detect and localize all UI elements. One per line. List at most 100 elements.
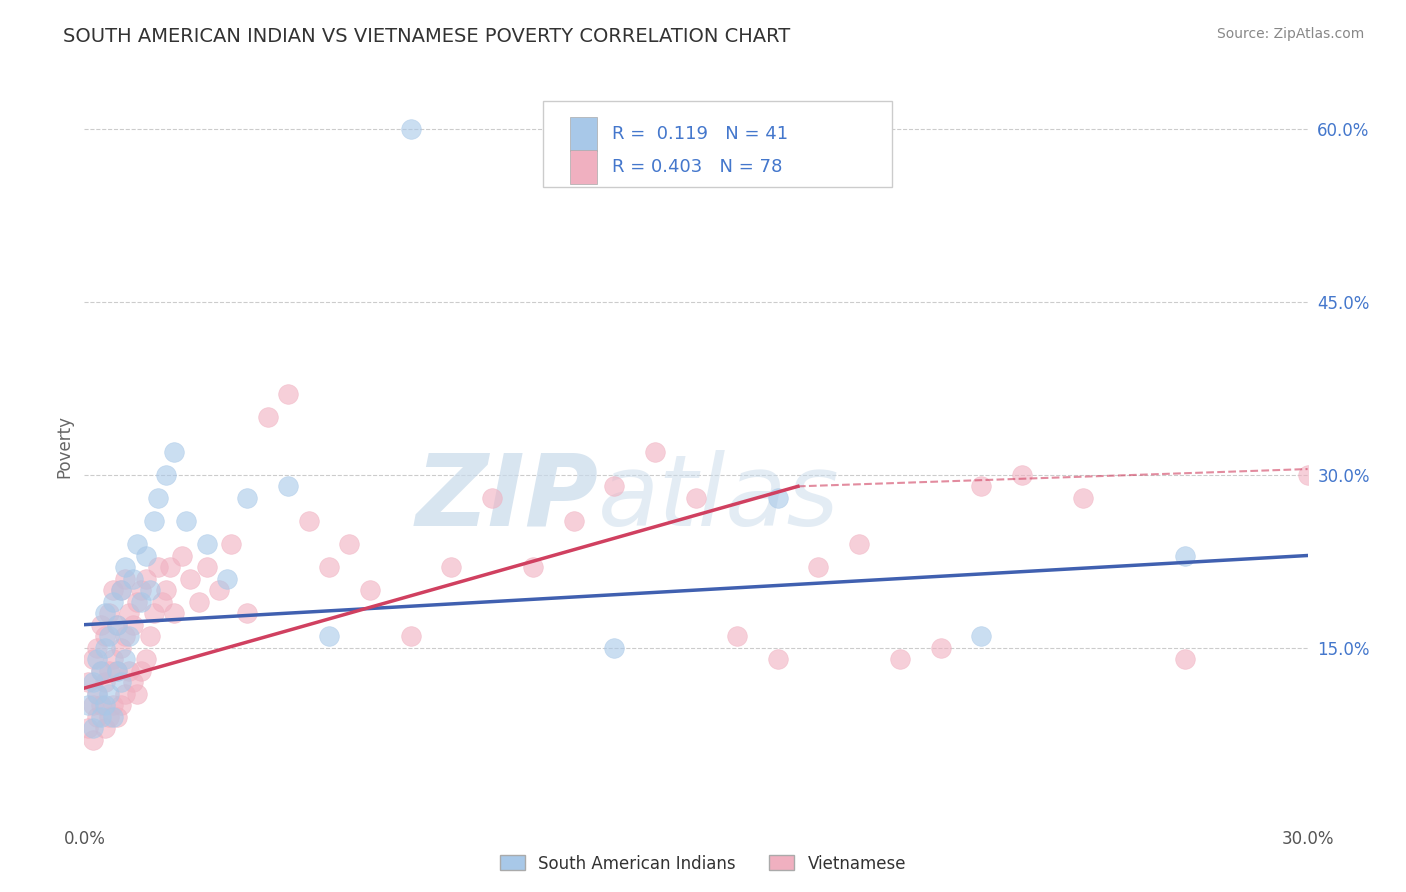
Point — [101, 698, 124, 713]
Text: ZIP: ZIP — [415, 450, 598, 547]
FancyBboxPatch shape — [569, 117, 598, 151]
Point — [195, 537, 218, 551]
Point — [172, 549, 194, 563]
Point — [90, 664, 112, 678]
Point — [86, 652, 108, 666]
Point — [97, 629, 120, 643]
Point — [1174, 652, 1197, 666]
Point — [101, 594, 124, 608]
Point — [603, 479, 626, 493]
Point — [146, 491, 169, 505]
Point — [105, 664, 128, 678]
Point — [118, 629, 141, 643]
Text: atlas: atlas — [598, 450, 839, 547]
Point — [93, 640, 115, 655]
Point — [929, 640, 952, 655]
Point — [440, 560, 463, 574]
Point — [97, 687, 120, 701]
Y-axis label: Poverty: Poverty — [55, 415, 73, 477]
Point — [146, 560, 169, 574]
Point — [179, 572, 201, 586]
Point — [522, 560, 544, 574]
Point — [90, 617, 112, 632]
Point — [93, 698, 115, 713]
Point — [118, 664, 141, 678]
Point — [110, 675, 132, 690]
Point — [1174, 549, 1197, 563]
Point — [77, 722, 100, 736]
Point — [766, 652, 789, 666]
Point — [86, 640, 108, 655]
Point — [725, 629, 748, 643]
Point — [131, 594, 153, 608]
Point — [1296, 467, 1319, 482]
Point — [93, 675, 115, 690]
Point — [90, 664, 112, 678]
Point — [138, 629, 160, 643]
Point — [131, 664, 153, 678]
Point — [970, 629, 993, 643]
Point — [277, 387, 299, 401]
Point — [277, 479, 299, 493]
Point — [90, 710, 112, 724]
Point — [97, 606, 120, 620]
Point — [174, 514, 197, 528]
Point — [217, 572, 239, 586]
Point — [86, 710, 108, 724]
Point — [163, 606, 186, 620]
Point — [82, 675, 104, 690]
Point — [219, 537, 242, 551]
Point — [481, 491, 503, 505]
Point — [889, 652, 911, 666]
Point — [339, 537, 361, 551]
Point — [208, 583, 231, 598]
Point — [105, 710, 128, 724]
Point — [359, 583, 381, 598]
Text: R =  0.119   N = 41: R = 0.119 N = 41 — [612, 125, 787, 143]
Point — [86, 687, 108, 701]
Point — [644, 444, 666, 458]
Point — [114, 572, 136, 586]
Point — [122, 675, 145, 690]
Point — [298, 514, 321, 528]
Point — [127, 594, 149, 608]
Point — [82, 722, 104, 736]
Point — [236, 491, 259, 505]
Point — [1011, 467, 1033, 482]
Point — [86, 687, 108, 701]
Point — [1073, 491, 1095, 505]
Text: Source: ZipAtlas.com: Source: ZipAtlas.com — [1216, 27, 1364, 41]
Text: R = 0.403   N = 78: R = 0.403 N = 78 — [612, 158, 782, 177]
Point — [236, 606, 259, 620]
Point — [105, 617, 128, 632]
Point — [105, 664, 128, 678]
Point — [603, 640, 626, 655]
Point — [187, 594, 209, 608]
Point — [105, 617, 128, 632]
Point — [114, 629, 136, 643]
Point — [77, 698, 100, 713]
Point — [163, 444, 186, 458]
Point — [77, 675, 100, 690]
Point — [93, 629, 115, 643]
Point — [159, 560, 181, 574]
Point — [114, 652, 136, 666]
Point — [135, 572, 157, 586]
Point — [110, 698, 132, 713]
Point — [101, 652, 124, 666]
Point — [257, 410, 280, 425]
Point — [93, 722, 115, 736]
Point — [101, 710, 124, 724]
Point — [155, 583, 177, 598]
Point — [142, 514, 165, 528]
Point — [150, 594, 173, 608]
Point — [142, 606, 165, 620]
Point — [114, 687, 136, 701]
Point — [399, 122, 422, 136]
Point — [82, 733, 104, 747]
Point — [110, 640, 132, 655]
FancyBboxPatch shape — [543, 102, 891, 187]
Point — [807, 560, 830, 574]
Point — [318, 629, 340, 643]
Legend: South American Indians, Vietnamese: South American Indians, Vietnamese — [494, 848, 912, 880]
